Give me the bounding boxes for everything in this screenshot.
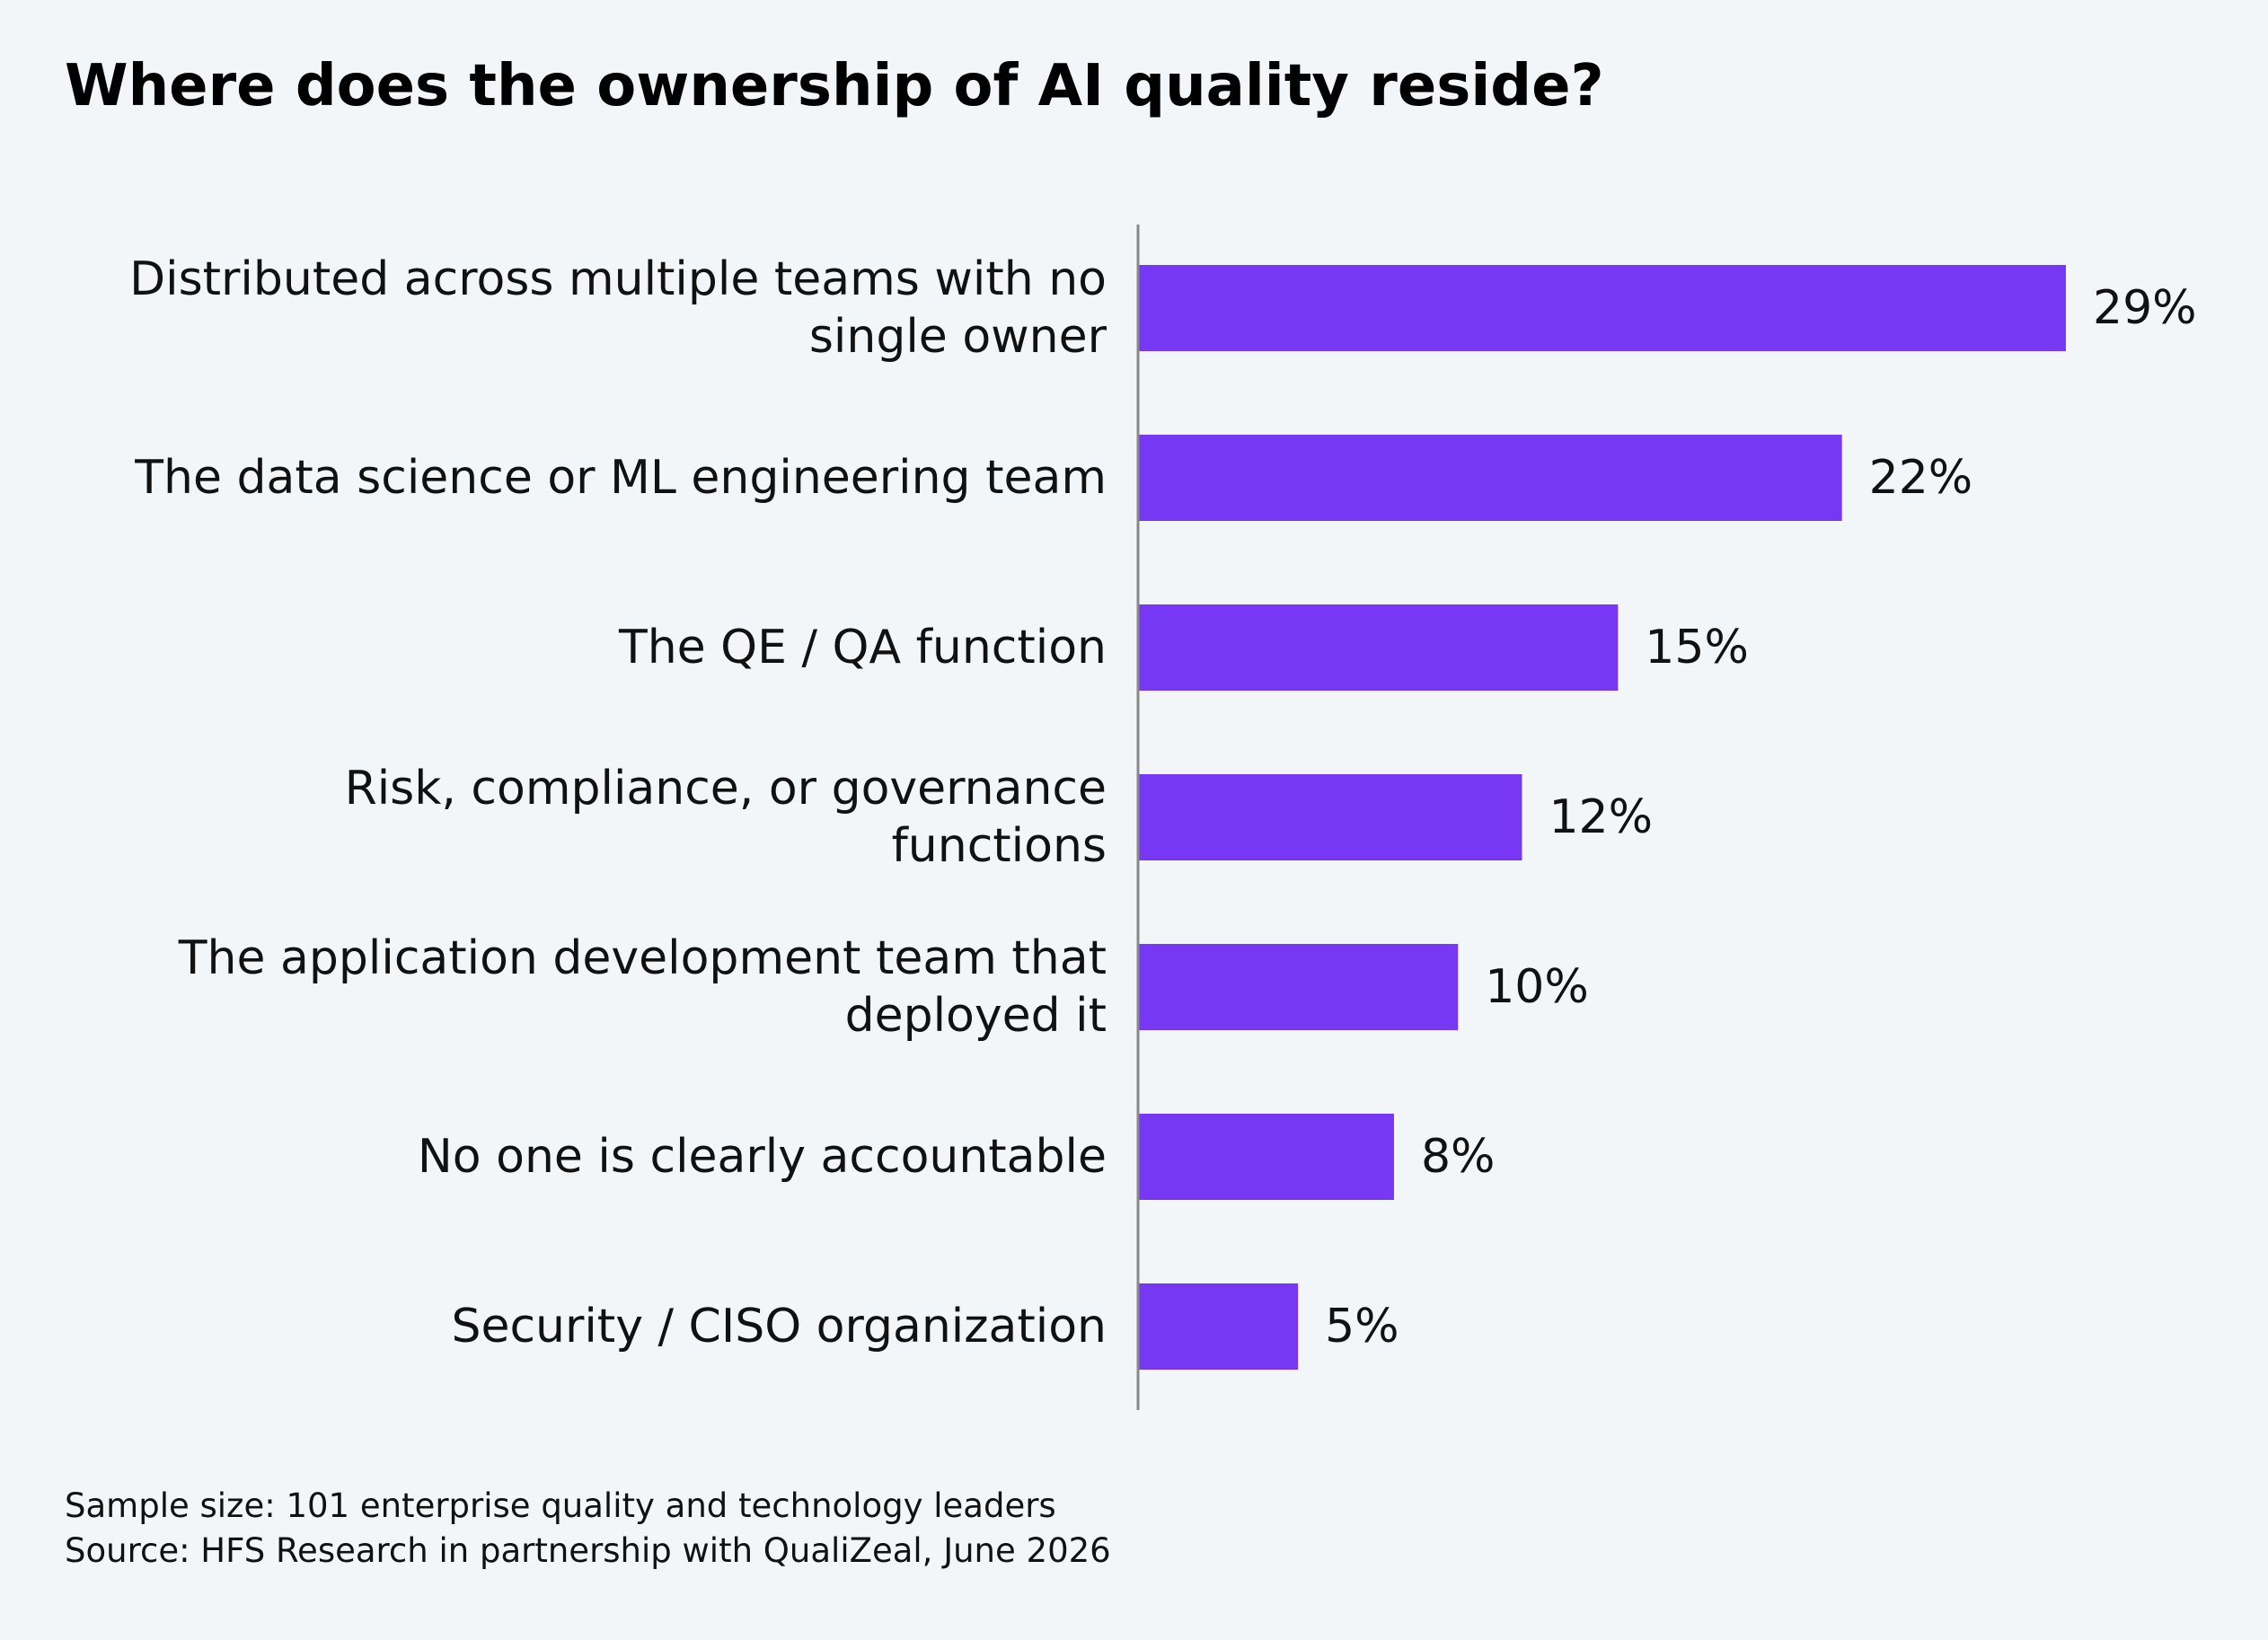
bars — [1138, 265, 2066, 1370]
category-label-line: deployed it — [845, 989, 1107, 1043]
value-label-7: 5% — [1325, 1300, 1399, 1353]
category-label-line: Risk, compliance, or governance — [345, 762, 1107, 816]
category-label-line: single owner — [809, 310, 1108, 364]
bar-1 — [1138, 265, 2066, 351]
source-note: Source: HFS Research in partnership with… — [65, 1531, 1111, 1570]
value-labels: 29% 22% 15% 12% 10% 8% 5% — [1325, 281, 2196, 1353]
bar-2 — [1138, 435, 1842, 521]
category-label-5: The application development team that dep… — [178, 931, 1107, 1043]
category-labels: Distributed across multiple teams with n… — [129, 252, 1108, 1353]
category-label-3: The QE / QA function — [618, 621, 1107, 675]
category-label-line: The application development team that — [178, 931, 1107, 985]
sample-size-note: Sample size: 101 enterprise quality and … — [65, 1486, 1056, 1525]
value-label-4: 12% — [1549, 790, 1653, 844]
category-label-line: No one is clearly accountable — [418, 1130, 1107, 1184]
value-label-1: 29% — [2093, 281, 2197, 335]
category-label-4: Risk, compliance, or governance functions — [345, 762, 1107, 873]
chart-title: Where does the ownership of AI quality r… — [65, 53, 1604, 119]
bar-4 — [1138, 774, 1522, 860]
bar-5 — [1138, 944, 1459, 1030]
chart-footer: Sample size: 101 enterprise quality and … — [65, 1484, 1111, 1574]
bar-3 — [1138, 604, 1619, 691]
category-label-line: Distributed across multiple teams with n… — [129, 252, 1107, 306]
value-label-2: 22% — [1869, 451, 1973, 505]
value-label-6: 8% — [1421, 1130, 1496, 1184]
category-label-1: Distributed across multiple teams with n… — [129, 252, 1108, 364]
bar-6 — [1138, 1114, 1394, 1200]
category-label-line: Security / CISO organization — [451, 1300, 1107, 1353]
category-label-6: No one is clearly accountable — [418, 1130, 1107, 1184]
category-label-7: Security / CISO organization — [451, 1300, 1107, 1353]
bar-chart: Distributed across multiple teams with n… — [129, 225, 2197, 1410]
category-label-line: The data science or ML engineering team — [134, 451, 1107, 505]
value-label-3: 15% — [1645, 621, 1749, 675]
category-label-line: The QE / QA function — [618, 621, 1107, 675]
category-label-2: The data science or ML engineering team — [134, 451, 1107, 505]
bar-7 — [1138, 1283, 1299, 1370]
category-label-line: functions — [891, 819, 1107, 873]
value-label-5: 10% — [1485, 960, 1589, 1014]
